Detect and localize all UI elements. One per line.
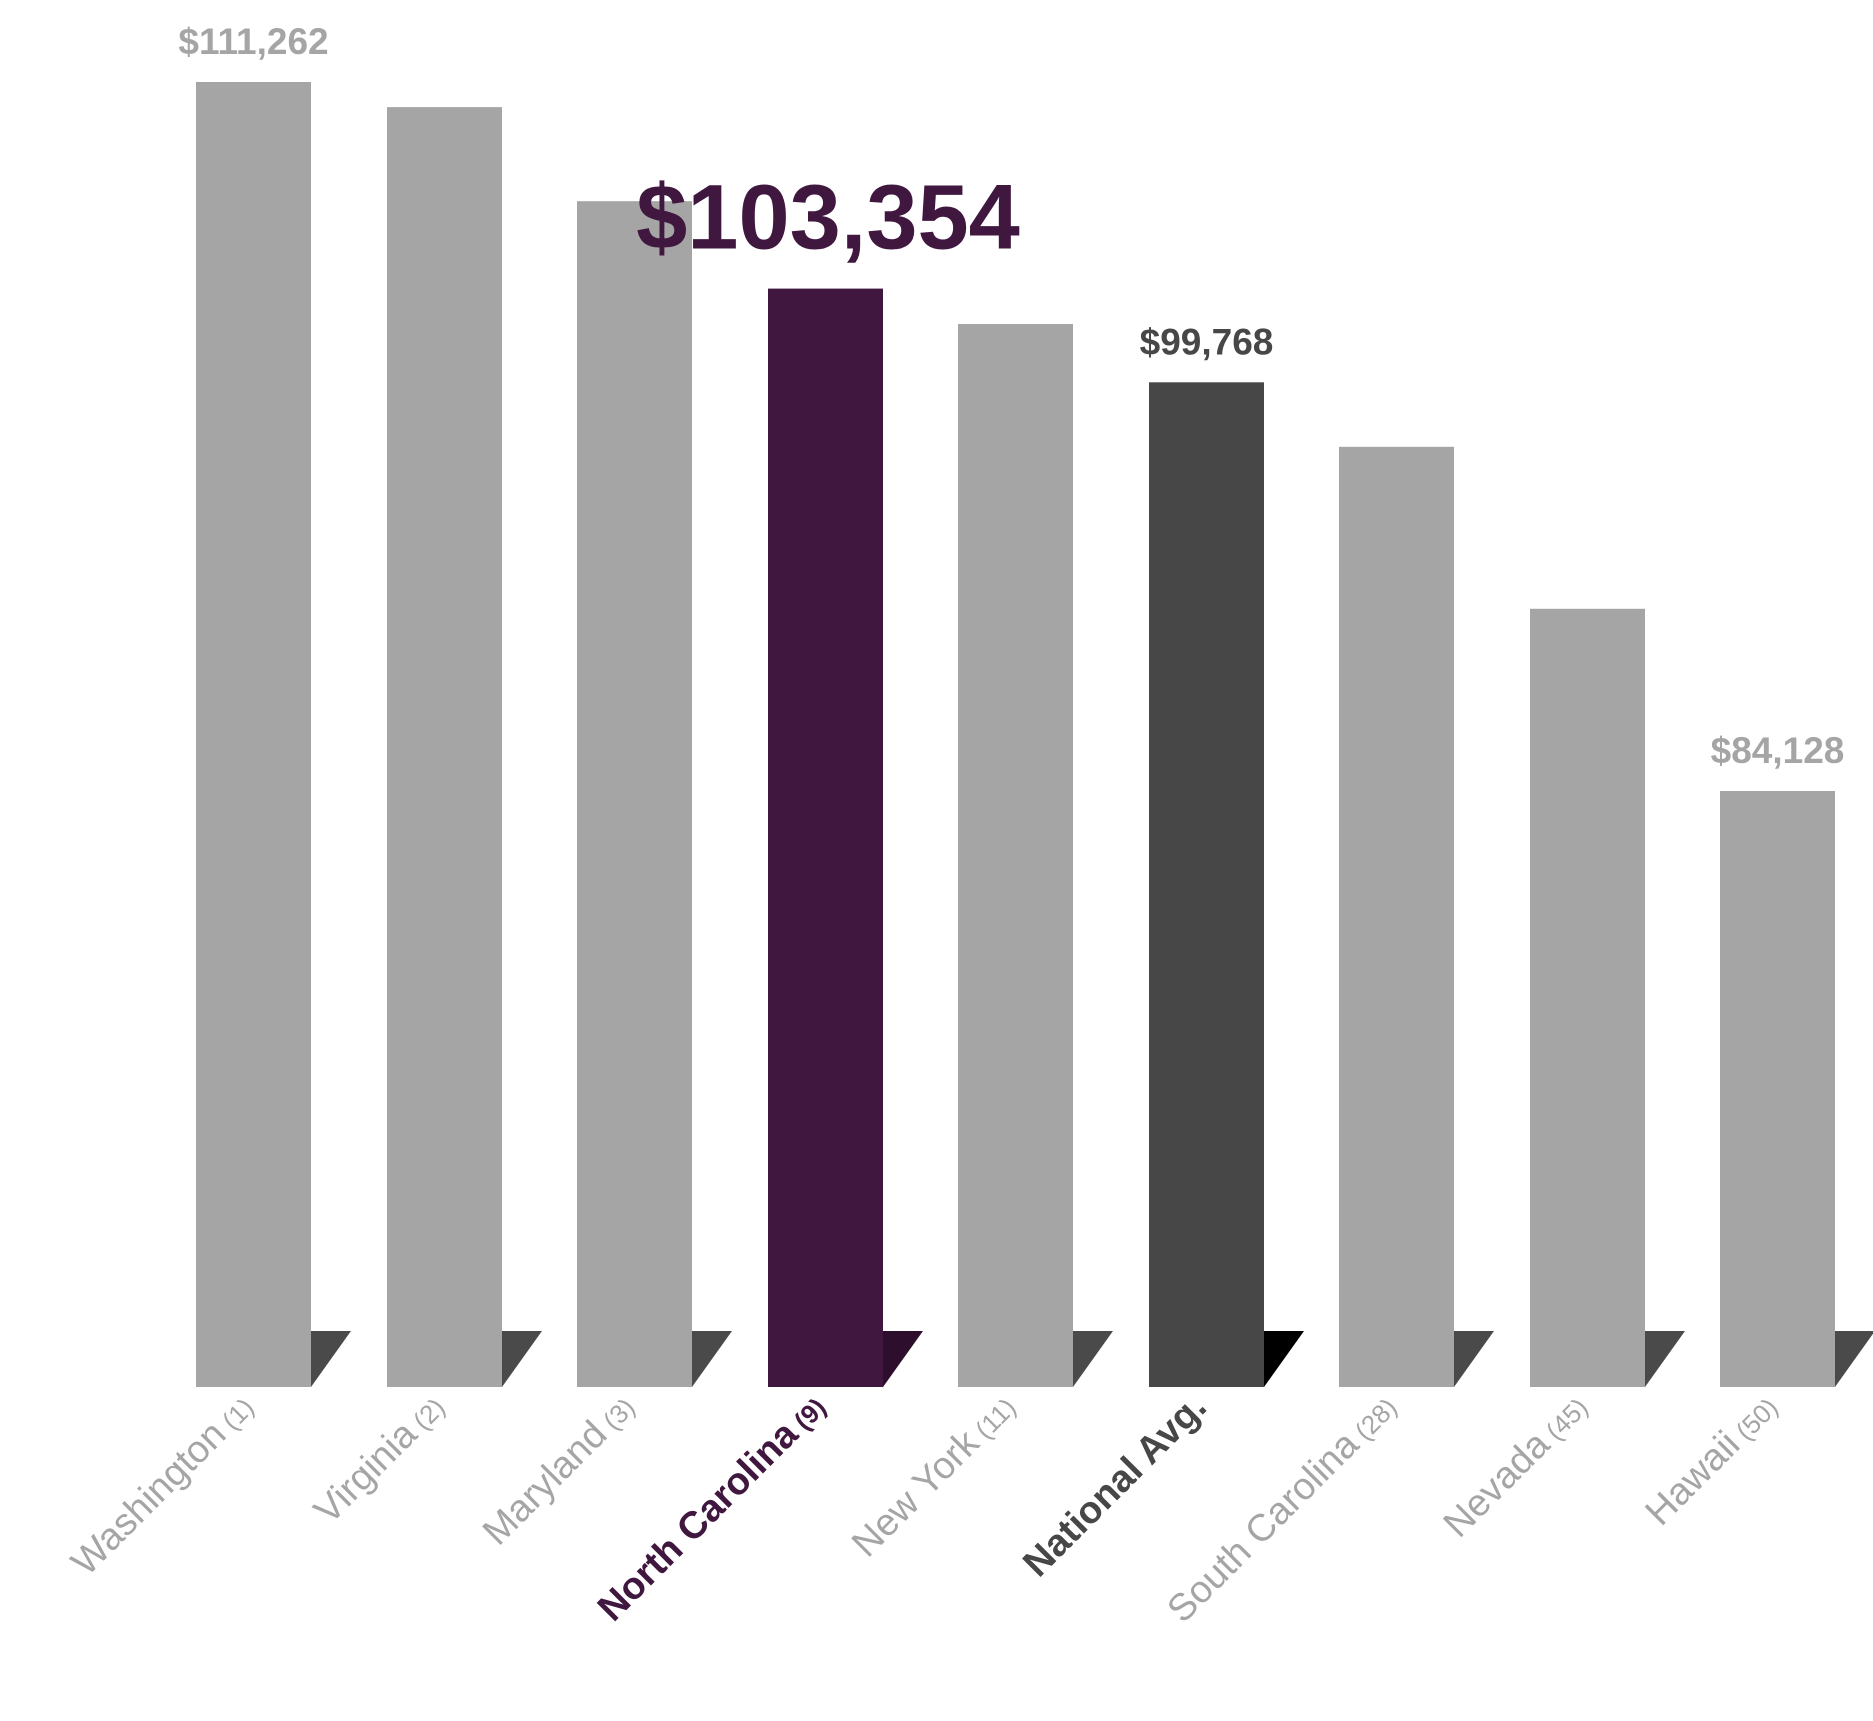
bar-washington	[196, 82, 311, 1387]
bar-new-york	[958, 324, 1073, 1387]
bar-national-avg	[1149, 382, 1264, 1387]
bar-shadow-virginia	[502, 1331, 542, 1387]
category-label-national-avg: National Avg.	[1015, 1386, 1214, 1585]
category-name: Hawaii	[1638, 1423, 1748, 1533]
bars-group	[196, 82, 1873, 1388]
category-name: New York	[844, 1421, 988, 1565]
category-name: Maryland	[475, 1413, 615, 1553]
value-label-hawaii: $84,128	[1711, 730, 1845, 771]
category-name: Nevada	[1436, 1423, 1559, 1546]
value-label-washington: $111,262	[178, 21, 328, 62]
bar-shadow-hawaii	[1835, 1331, 1873, 1387]
bar-virginia	[387, 107, 502, 1388]
bar-nevada	[1530, 608, 1645, 1387]
value-label-north-carolina: $103,354	[636, 167, 1020, 269]
bar-shadow-national-avg	[1264, 1331, 1304, 1387]
category-label-washington: Washington (1)	[64, 1386, 262, 1584]
category-label-maryland: Maryland (3)	[475, 1386, 643, 1554]
category-label-virginia: Virginia (2)	[306, 1386, 452, 1532]
bar-shadow-maryland	[692, 1331, 732, 1387]
value-labels-group: $111,262 $103,354 $99,768 $84,128	[178, 21, 1844, 771]
value-label-national-avg: $99,768	[1140, 321, 1274, 362]
category-label-new-york: New York (11)	[844, 1386, 1024, 1566]
bar-shadow-nevada	[1645, 1331, 1685, 1387]
category-name: Washington	[64, 1413, 235, 1584]
bar-shadow-north-carolina	[883, 1331, 923, 1387]
category-label-hawaii: Hawaii (50)	[1638, 1386, 1786, 1534]
bar-north-carolina	[768, 288, 883, 1388]
category-label-nevada: Nevada (45)	[1436, 1386, 1596, 1546]
bar-hawaii	[1720, 791, 1835, 1387]
bar-south-carolina	[1339, 446, 1454, 1387]
category-name: Virginia	[306, 1413, 425, 1532]
category-name: National Avg.	[1015, 1386, 1214, 1585]
bar-shadow-washington	[311, 1331, 351, 1387]
bar-shadow-new-york	[1073, 1331, 1113, 1387]
bar-shadow-south-carolina	[1454, 1331, 1494, 1387]
category-name: North Carolina	[590, 1413, 807, 1630]
bar-maryland	[577, 201, 692, 1388]
category-name: South Carolina	[1160, 1423, 1368, 1631]
category-labels-group: Washington (1) Virginia (2) Maryland (3)No…	[64, 1386, 1786, 1631]
